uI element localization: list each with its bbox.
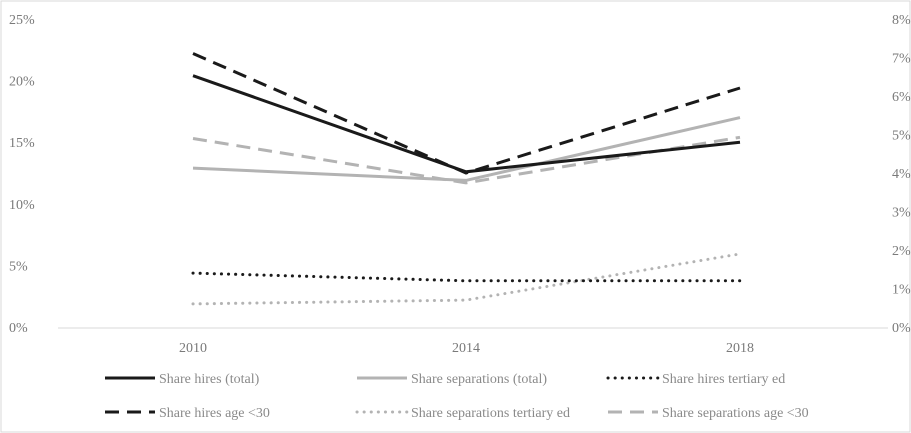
x-axis-ticks: 2010 2014 2018	[179, 341, 754, 356]
right-axis-ticks: 0% 1% 2% 3% 4% 5% 6% 7% 8%	[892, 13, 911, 336]
x-axis-tick-label: 2010	[179, 341, 207, 356]
x-axis-tick-label: 2018	[726, 341, 754, 356]
right-axis-tick-label: 6%	[892, 90, 911, 105]
legend-label: Share hires (total)	[159, 372, 260, 387]
series-line	[192, 52, 741, 175]
left-axis-tick-label: 25%	[9, 13, 35, 28]
series-lines	[191, 52, 742, 306]
right-axis-tick-label: 0%	[892, 321, 911, 336]
left-axis-tick-label: 0%	[9, 321, 28, 336]
left-axis-ticks: 0% 5% 10% 15% 20% 25%	[9, 13, 35, 336]
series-line	[191, 271, 742, 283]
left-axis-tick-label: 10%	[9, 198, 35, 213]
x-axis-tick-label: 2014	[452, 341, 480, 356]
left-axis-tick-label: 20%	[9, 75, 35, 90]
left-axis-tick-label: 15%	[9, 136, 35, 151]
right-axis-tick-label: 5%	[892, 129, 911, 144]
series-line	[191, 252, 742, 306]
legend-label: Share hires tertiary ed	[662, 372, 785, 387]
right-axis-tick-label: 7%	[892, 52, 911, 67]
right-axis-tick-label: 1%	[892, 283, 911, 298]
right-axis-tick-label: 8%	[892, 13, 911, 28]
left-axis-tick-label: 5%	[9, 259, 28, 274]
series-line	[192, 135, 741, 185]
right-axis-tick-label: 4%	[892, 167, 911, 182]
legend-label: Share separations tertiary ed	[411, 406, 570, 421]
right-axis-tick-label: 2%	[892, 244, 911, 259]
legend-label: Share separations (total)	[411, 372, 547, 387]
right-axis-tick-label: 3%	[892, 206, 911, 221]
legend-label: Share hires age <30	[159, 406, 270, 421]
series-line	[192, 116, 741, 182]
legend-label: Share separations age <30	[662, 406, 809, 421]
legend: Share hires (total) Share separations (to…	[105, 372, 809, 421]
